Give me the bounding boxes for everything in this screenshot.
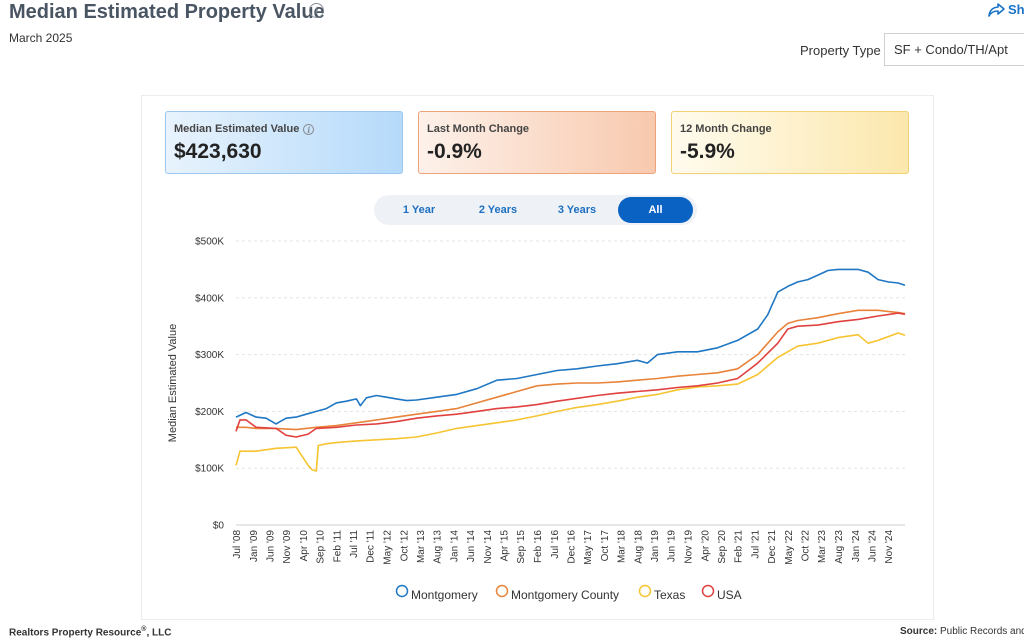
x-tick-label: Apr '10 xyxy=(299,530,310,562)
x-tick-label: Feb '16 xyxy=(533,530,544,563)
copyright-text: Realtors Property Resource®, LLC xyxy=(9,626,171,638)
legend-label-usa[interactable]: USA xyxy=(717,588,742,602)
x-tick-label: Aug '18 xyxy=(633,530,644,564)
last-month-change-value: -0.9% xyxy=(427,140,482,163)
x-tick-label: Oct '12 xyxy=(399,530,410,562)
x-tick-label: Apr '20 xyxy=(700,530,711,562)
x-tick-label: Aug '23 xyxy=(834,530,845,564)
x-tick-label: May '17 xyxy=(583,530,594,565)
x-tick-label: Nov '19 xyxy=(684,530,695,564)
report-date: March 2025 xyxy=(9,31,73,45)
legend-marker-usa xyxy=(701,584,715,598)
twelve-month-change-value: -5.9% xyxy=(680,140,735,163)
x-tick-label: Jul '16 xyxy=(550,530,561,559)
registered-mark: ® xyxy=(141,626,147,633)
y-tick-label: $300K xyxy=(195,350,224,361)
page-title: Median Estimated Property Value xyxy=(9,1,325,23)
x-tick-label: Feb '11 xyxy=(332,530,343,563)
x-tick-label: Jun '24 xyxy=(867,530,878,562)
median-value-label: Median Estimated Value xyxy=(174,123,300,135)
series-line-montgomery-county xyxy=(236,309,906,431)
tab-3-years[interactable]: 3 Years xyxy=(557,204,597,216)
series-line-texas xyxy=(235,332,906,472)
tab-1-year[interactable]: 1 Year xyxy=(402,204,436,216)
twelve-month-change-label: 12 Month Change xyxy=(680,123,772,135)
x-tick-label: Dec '11 xyxy=(366,530,377,563)
x-tick-label: Jun '14 xyxy=(466,530,477,562)
x-tick-label: Aug '13 xyxy=(433,530,444,564)
property-type-value: SF + Condo/TH/Apt xyxy=(894,42,1008,57)
series-line-usa xyxy=(235,312,906,438)
x-tick-label: Dec '16 xyxy=(566,530,577,564)
info-icon[interactable]: i xyxy=(303,124,315,135)
x-tick-label: May '12 xyxy=(383,530,394,565)
x-tick-label: Mar '13 xyxy=(416,530,427,563)
x-tick-label: Apr '15 xyxy=(500,530,511,562)
legend-marker-texas xyxy=(638,584,652,598)
x-tick-label: Jun '09 xyxy=(265,530,276,562)
legend-marker-montgomery xyxy=(395,584,409,598)
median-value-card: Median Estimated Value i $423,630 xyxy=(165,111,403,174)
y-axis-label: Median Estimated Value xyxy=(167,324,179,442)
median-value: $423,630 xyxy=(174,140,262,163)
last-month-change-label: Last Month Change xyxy=(427,123,530,135)
x-tick-label: Dec '21 xyxy=(767,530,778,564)
copyright-suffix: , LLC xyxy=(146,627,172,638)
legend-marker-montgomery-county xyxy=(495,584,509,598)
x-tick-label: Mar '18 xyxy=(617,530,628,563)
tab-all[interactable]: All xyxy=(618,197,693,223)
y-tick-label: $0 xyxy=(213,521,225,532)
x-tick-label: Jul '11 xyxy=(349,530,360,558)
source-value: Public Records and xyxy=(937,626,1024,637)
x-tick-label: Sep '10 xyxy=(316,530,327,564)
property-type-label: Property Type xyxy=(800,43,881,58)
source-text: Source: Public Records and xyxy=(900,626,1024,637)
legend-label-montgomery[interactable]: Montgomery xyxy=(411,588,478,602)
info-icon[interactable]: i xyxy=(309,3,324,18)
x-tick-label: Jul '21 xyxy=(751,530,762,559)
x-tick-label: Feb '21 xyxy=(734,530,745,563)
y-tick-label: $200K xyxy=(195,407,224,418)
legend-label-montgomery-county[interactable]: Montgomery County xyxy=(511,588,619,602)
series-line-montgomery xyxy=(235,268,906,425)
share-label: Sh xyxy=(1008,2,1024,17)
y-tick-label: $500K xyxy=(195,237,224,248)
x-tick-label: Jun '19 xyxy=(667,530,678,562)
last-month-change-card: Last Month Change -0.9% xyxy=(418,111,656,174)
share-icon xyxy=(988,3,1005,17)
x-tick-label: Jan '24 xyxy=(851,530,862,562)
x-tick-label: May '22 xyxy=(784,530,795,565)
x-tick-label: Oct '22 xyxy=(801,530,812,562)
x-tick-label: Oct '17 xyxy=(600,530,611,562)
x-tick-label: Nov '24 xyxy=(884,530,895,564)
share-button[interactable]: Sh xyxy=(988,2,1024,18)
legend-label-texas[interactable]: Texas xyxy=(654,588,685,602)
x-tick-label: Jan '19 xyxy=(650,530,661,562)
y-tick-label: $100K xyxy=(195,464,224,475)
copyright-company: Realtors Property Resource xyxy=(9,627,142,638)
x-tick-label: Nov '09 xyxy=(282,530,293,564)
y-tick-label: $400K xyxy=(195,293,224,304)
time-range-selector: 1 Year 2 Years 3 Years All xyxy=(374,195,697,225)
property-type-select[interactable]: SF + Condo/TH/Apt xyxy=(884,33,1024,66)
x-tick-label: Sep '15 xyxy=(516,530,527,564)
source-label: Source: xyxy=(900,626,938,637)
tab-2-years[interactable]: 2 Years xyxy=(478,204,518,216)
x-tick-label: Jan '09 xyxy=(249,530,260,562)
chart-panel xyxy=(141,95,934,620)
x-tick-label: Sep '20 xyxy=(717,530,728,564)
x-tick-label: Jul '08 xyxy=(232,530,243,559)
x-tick-label: Jan '14 xyxy=(450,530,461,562)
twelve-month-change-card: 12 Month Change -5.9% xyxy=(671,111,909,174)
x-tick-label: Nov '14 xyxy=(483,530,494,564)
x-tick-label: Mar '23 xyxy=(817,530,828,563)
